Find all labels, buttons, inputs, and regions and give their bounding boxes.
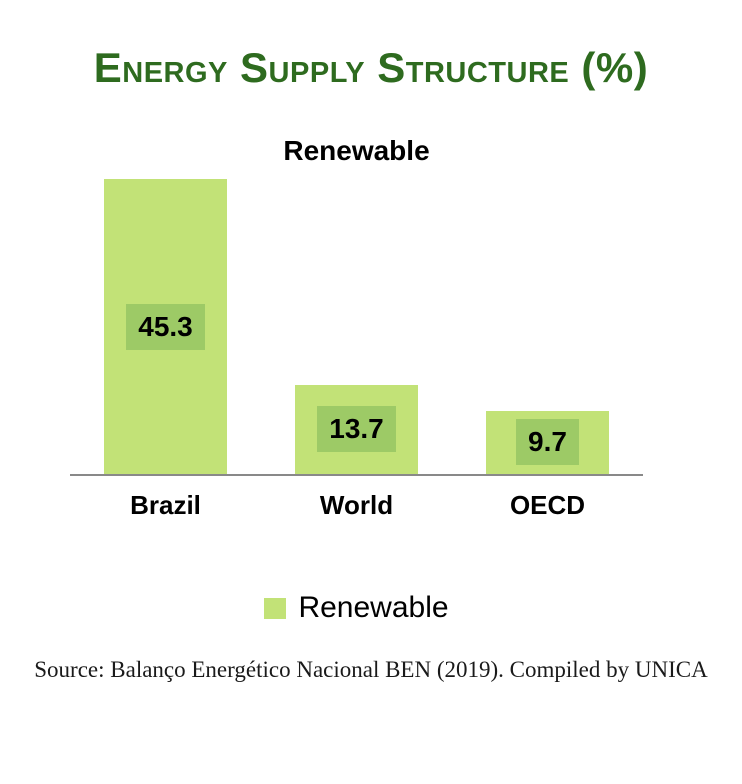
- bar-value-label-world: 13.7: [317, 406, 396, 453]
- source-attribution: Source: Balanço Energético Nacional BEN …: [34, 656, 708, 682]
- bar-world: 13.7: [295, 384, 418, 474]
- plot-area: Renewable 45.3 13.7 9.7 Brazil World OECD Re…: [70, 134, 643, 625]
- category-label-brazil: Brazil: [130, 489, 201, 520]
- bar-value-label-brazil: 45.3: [126, 303, 205, 350]
- legend-swatch-renewable: [264, 597, 287, 619]
- bar-brazil: 45.3: [104, 179, 227, 474]
- legend-label: Renewable: [298, 591, 449, 625]
- chart-page: Energy Supply Structure (%) Renewable 45…: [0, 44, 742, 784]
- chart-title: Energy Supply Structure (%): [93, 44, 649, 91]
- bar-oecd: 9.7: [486, 410, 609, 474]
- bar-value-label-oecd: 9.7: [516, 419, 579, 466]
- x-axis-line: [70, 473, 643, 476]
- series-label: Renewable: [283, 135, 430, 167]
- legend: Renewable: [70, 591, 643, 626]
- category-labels-row: Brazil World OECD: [70, 490, 643, 521]
- bars-row: 45.3 13.7 9.7: [70, 178, 643, 474]
- category-label-world: World: [319, 489, 394, 520]
- category-label-oecd: OECD: [509, 489, 586, 520]
